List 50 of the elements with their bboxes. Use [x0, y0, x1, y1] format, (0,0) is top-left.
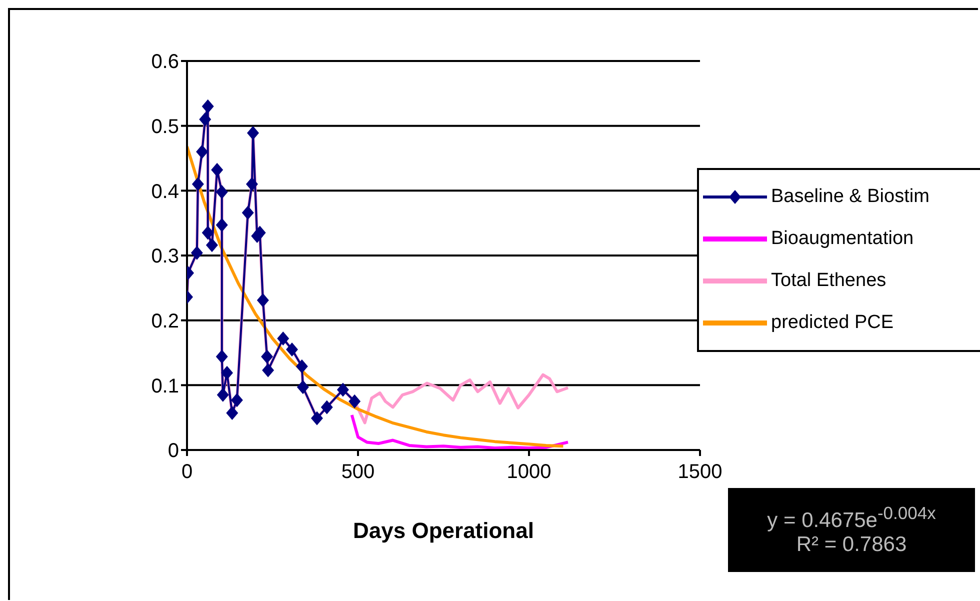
point	[216, 184, 228, 199]
point	[262, 363, 274, 378]
x-tick-label: 500	[341, 461, 375, 484]
point	[226, 406, 238, 420]
y-tick-label: 0.6	[151, 51, 179, 74]
y-tick-label: 0.3	[151, 246, 179, 268]
point	[216, 388, 229, 402]
y-tick-label: 0.2	[151, 310, 179, 332]
line-series	[350, 413, 570, 450]
x-axis-title: Days Operational	[353, 518, 534, 543]
point	[190, 246, 203, 260]
point	[296, 380, 309, 394]
point	[254, 226, 266, 240]
y-tick-label: 0.1	[151, 375, 179, 398]
point	[206, 238, 218, 252]
point	[230, 393, 243, 408]
point	[277, 331, 290, 346]
y-tick-label: 0.5	[151, 116, 179, 138]
legend-label: Baseline & Biostim	[771, 186, 930, 208]
x-tick-label: 0	[181, 461, 193, 484]
point	[286, 342, 298, 357]
x-tick-label: 1500	[678, 461, 722, 484]
point	[256, 293, 269, 308]
legend-label: Total Ethenes	[771, 270, 886, 292]
point	[246, 177, 258, 192]
point	[202, 99, 214, 114]
line-series	[187, 145, 565, 448]
point	[196, 144, 208, 159]
point	[202, 226, 214, 240]
point	[336, 382, 349, 397]
legend-label: predicted PCE	[771, 312, 894, 334]
point	[199, 112, 212, 126]
x-tick-label: 1000	[506, 461, 552, 484]
point	[348, 394, 361, 408]
point	[310, 411, 323, 426]
text: R² = 0.7863	[795, 533, 908, 557]
point	[211, 162, 224, 177]
y-tick-label: 0.4	[151, 180, 179, 203]
text: y = 0.4675e$^{-0.004x}$	[766, 503, 937, 533]
y-tick-label: 0	[168, 440, 179, 462]
point	[261, 350, 274, 364]
point	[296, 359, 308, 374]
legend-label: Bioaugmentation	[771, 228, 914, 250]
point	[221, 366, 234, 380]
point	[242, 206, 254, 220]
point	[192, 177, 204, 192]
point	[216, 350, 228, 364]
point	[216, 218, 228, 232]
point	[320, 400, 333, 414]
point	[247, 126, 260, 140]
